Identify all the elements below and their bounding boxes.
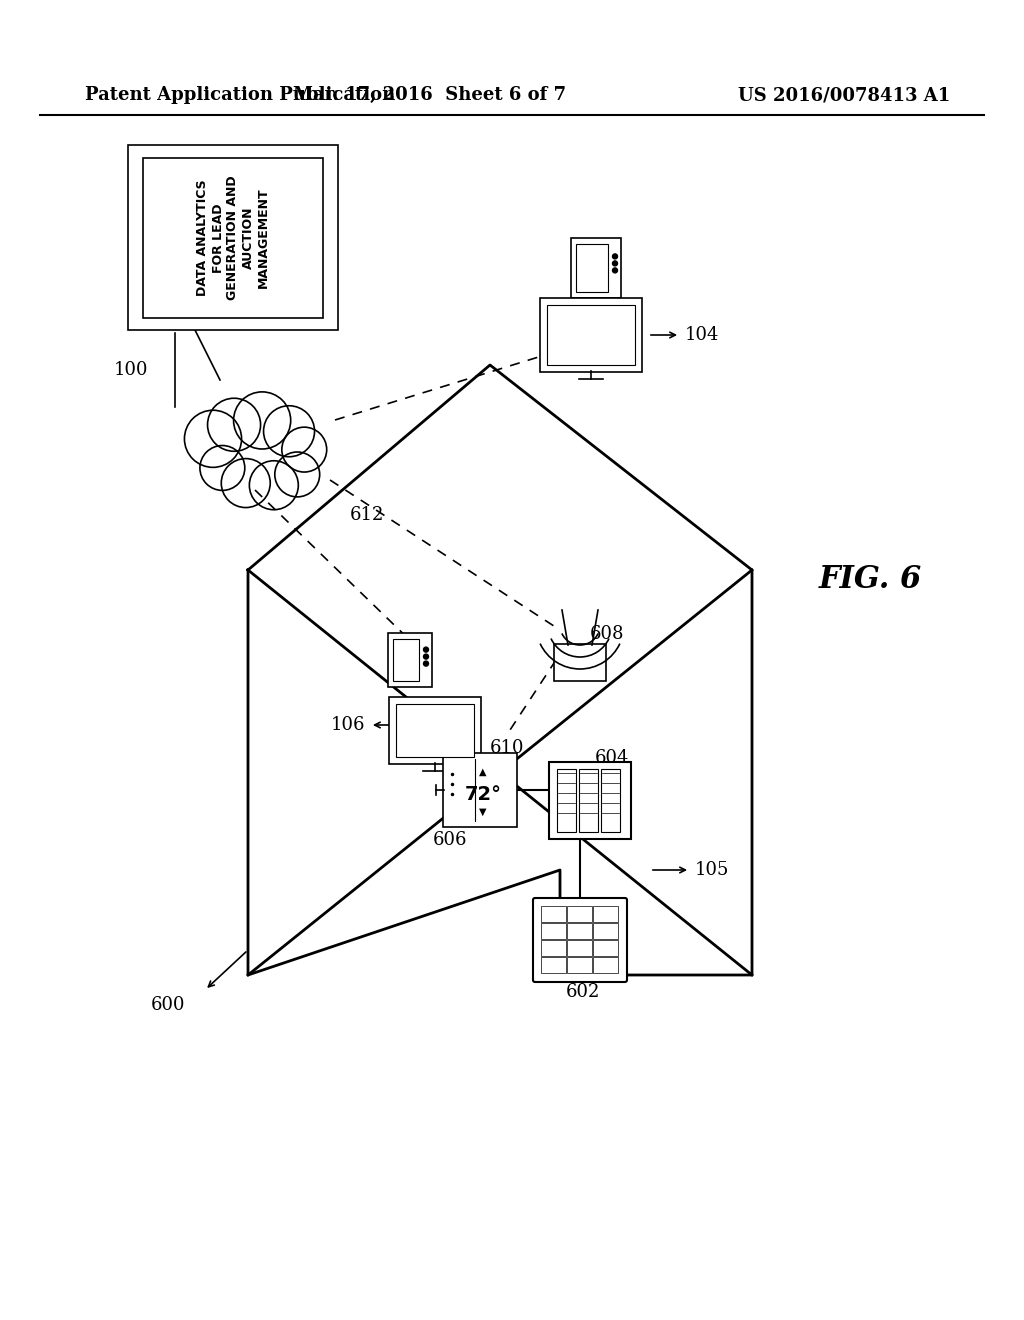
Text: 100: 100 [114, 360, 148, 379]
Text: US 2016/0078413 A1: US 2016/0078413 A1 [737, 86, 950, 104]
FancyBboxPatch shape [593, 957, 618, 973]
Text: 606: 606 [433, 832, 467, 849]
Text: DATA ANALYTICS
FOR LEAD
GENERATION AND
AUCTION
MANAGEMENT: DATA ANALYTICS FOR LEAD GENERATION AND A… [197, 176, 269, 301]
FancyBboxPatch shape [534, 898, 627, 982]
FancyBboxPatch shape [593, 923, 618, 939]
FancyBboxPatch shape [143, 158, 323, 318]
FancyBboxPatch shape [388, 634, 432, 686]
Circle shape [612, 261, 617, 265]
Circle shape [612, 253, 617, 259]
FancyBboxPatch shape [567, 923, 592, 939]
Text: ▼: ▼ [479, 807, 486, 817]
Circle shape [274, 451, 319, 496]
FancyBboxPatch shape [554, 644, 606, 681]
Text: 72°: 72° [465, 785, 502, 804]
Circle shape [184, 411, 242, 467]
Circle shape [250, 461, 298, 510]
FancyBboxPatch shape [443, 752, 517, 828]
Circle shape [208, 399, 260, 451]
FancyBboxPatch shape [567, 957, 592, 973]
FancyBboxPatch shape [593, 906, 618, 921]
Circle shape [233, 392, 291, 449]
FancyBboxPatch shape [541, 923, 566, 939]
FancyBboxPatch shape [547, 305, 635, 366]
FancyBboxPatch shape [541, 940, 566, 956]
FancyBboxPatch shape [393, 639, 419, 681]
Text: 602: 602 [566, 983, 600, 1001]
FancyBboxPatch shape [128, 145, 338, 330]
Text: 612: 612 [350, 506, 384, 524]
FancyBboxPatch shape [567, 940, 592, 956]
Text: 604: 604 [595, 748, 630, 767]
FancyBboxPatch shape [389, 697, 481, 763]
FancyBboxPatch shape [541, 906, 566, 921]
Circle shape [612, 268, 617, 273]
Text: 104: 104 [685, 326, 720, 345]
FancyBboxPatch shape [540, 298, 642, 372]
Circle shape [282, 428, 327, 473]
Text: 105: 105 [695, 861, 729, 879]
Text: 610: 610 [490, 739, 524, 756]
FancyBboxPatch shape [571, 238, 621, 298]
Text: ▲: ▲ [479, 767, 486, 777]
Circle shape [424, 647, 428, 652]
FancyBboxPatch shape [541, 957, 566, 973]
Circle shape [424, 655, 428, 659]
Circle shape [263, 405, 314, 457]
Text: Mar. 17, 2016  Sheet 6 of 7: Mar. 17, 2016 Sheet 6 of 7 [294, 86, 566, 104]
Text: 600: 600 [151, 997, 185, 1014]
FancyBboxPatch shape [549, 762, 631, 838]
FancyBboxPatch shape [575, 244, 608, 292]
Circle shape [200, 446, 245, 491]
FancyBboxPatch shape [567, 906, 592, 921]
FancyBboxPatch shape [593, 940, 618, 956]
Circle shape [424, 661, 428, 667]
FancyBboxPatch shape [557, 768, 575, 832]
Text: 608: 608 [590, 624, 625, 643]
FancyBboxPatch shape [579, 768, 598, 832]
FancyBboxPatch shape [396, 704, 474, 756]
Text: FIG. 6: FIG. 6 [818, 565, 922, 595]
Circle shape [221, 458, 270, 508]
Text: 106: 106 [331, 715, 365, 734]
Text: Patent Application Publication: Patent Application Publication [85, 86, 395, 104]
FancyBboxPatch shape [601, 768, 620, 832]
